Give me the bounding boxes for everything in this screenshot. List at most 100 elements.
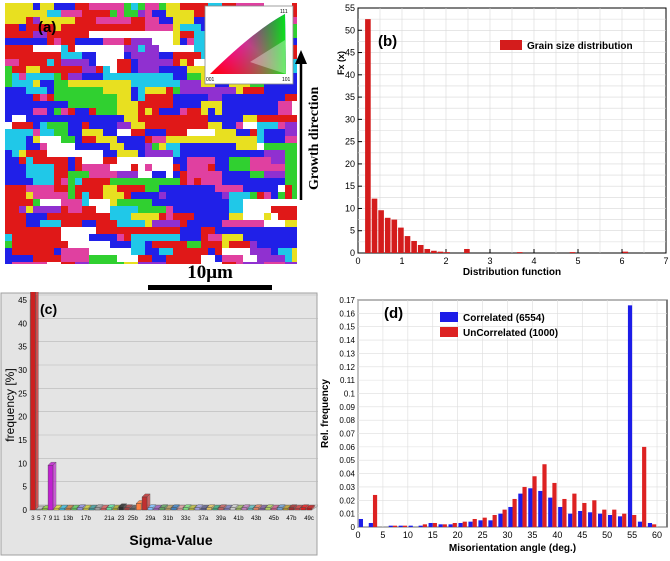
x-axis-title: Misorientation angle (deg.) xyxy=(449,543,576,554)
sigma-chart-panel: 0 5 10 15 20 25 30 35 40 45 3 5 7 9 11 13b 17b 21a 23 25b 29… xyxy=(0,287,320,556)
y-tick-label: 0.06 xyxy=(339,443,355,452)
ipf-color-key: 111 001 101 xyxy=(204,5,294,85)
x-tick-label: 37a xyxy=(198,516,209,522)
grain-size-bar xyxy=(622,251,629,253)
sigma-bar xyxy=(76,504,86,511)
uncorrelated-bar xyxy=(592,500,597,527)
uncorrelated-bar xyxy=(402,525,408,527)
sigma-bar xyxy=(306,504,316,511)
panel-label-d: (d) xyxy=(384,305,403,322)
ipf-left-label: 001 xyxy=(206,77,215,83)
legend-label: Correlated (6554) xyxy=(463,313,545,324)
y-tick-label: 0.05 xyxy=(339,456,355,465)
x-tick-label: 23 xyxy=(118,516,125,522)
legend-swatch xyxy=(440,327,458,337)
x-tick-label: 30 xyxy=(503,530,513,540)
y-tick-label: 40 xyxy=(18,319,27,328)
x-tick-label: 0 xyxy=(355,530,360,540)
correlated-bar xyxy=(538,490,543,527)
correlated-bar xyxy=(528,488,533,527)
grain-size-bar xyxy=(398,227,404,253)
grain-size-bar xyxy=(378,210,384,253)
grain-size-bar xyxy=(371,198,378,253)
x-tick-label: 3 xyxy=(31,516,35,522)
x-tick-label: 45 xyxy=(577,530,587,540)
uncorrelated-bar xyxy=(492,514,497,527)
panel-label-a: (a) xyxy=(38,19,56,36)
correlated-bar xyxy=(438,524,443,527)
x-tick-label: 47b xyxy=(286,516,297,522)
x-tick-label: 55 xyxy=(627,530,637,540)
legend-swatch xyxy=(440,312,458,322)
y-tick-label: 0.12 xyxy=(339,363,355,372)
uncorrelated-bar xyxy=(562,498,567,527)
ipf-top-label: 111 xyxy=(280,9,288,15)
correlated-bar xyxy=(498,513,503,527)
y-tick-label: 0.15 xyxy=(339,323,355,332)
y-tick-label: 20 xyxy=(18,413,27,422)
growth-direction-label: Growth direction xyxy=(307,86,322,190)
correlated-bar xyxy=(617,516,623,527)
grain-size-bar xyxy=(516,252,523,253)
sigma-bar xyxy=(47,461,57,511)
y-tick-label: 0.14 xyxy=(339,336,355,345)
y-tick-label: 0 xyxy=(350,248,355,258)
panel-label-c: (c) xyxy=(40,301,57,317)
correlated-bar xyxy=(418,525,423,527)
correlated-bar xyxy=(508,506,513,527)
grain-size-bar xyxy=(431,250,437,253)
y-tick-label: 45 xyxy=(18,296,27,305)
uncorrelated-bar xyxy=(452,522,457,527)
uncorrelated-bar xyxy=(522,486,527,527)
uncorrelated-bar xyxy=(532,476,537,527)
x-tick-label: 5 xyxy=(380,530,385,540)
y-tick-label: 0.11 xyxy=(340,376,356,385)
uncorrelated-bar xyxy=(372,494,378,527)
ebsd-map-figure: (a) 111 001 101 xyxy=(5,3,322,290)
correlated-bar xyxy=(588,512,593,527)
correlated-bar xyxy=(468,521,473,527)
y-tick-label: 0.16 xyxy=(339,309,355,318)
y-tick-label: 25 xyxy=(345,137,355,147)
correlated-bar xyxy=(627,305,633,527)
correlated-bar xyxy=(398,525,403,527)
uncorrelated-bar xyxy=(632,514,637,527)
correlated-bar xyxy=(408,525,413,527)
x-tick-label: 1 xyxy=(399,256,404,266)
correlated-bar xyxy=(478,520,483,527)
y-tick-label: 0.03 xyxy=(339,483,355,492)
y-tick-label: 35 xyxy=(345,92,355,102)
misorientation-chart-panel: 0 0.01 0.02 0.03 0.04 0.05 0.06 0.07 0.08 0.09 0.1… xyxy=(318,290,670,556)
y-axis-title: Fx (x) xyxy=(336,51,346,75)
y-tick-label: 0.08 xyxy=(339,416,355,425)
y-tick-label: 0.01 xyxy=(339,510,355,519)
y-tick-label: 10 xyxy=(18,459,27,468)
y-tick-label: 30 xyxy=(18,366,27,375)
uncorrelated-bar xyxy=(462,521,467,527)
correlated-bar xyxy=(448,524,453,527)
uncorrelated-bar xyxy=(542,464,547,527)
correlated-bar xyxy=(578,510,583,527)
correlated-bar xyxy=(647,522,653,527)
x-tick-label: 7 xyxy=(43,516,47,522)
scale-bar: 10μm xyxy=(148,262,272,290)
uncorrelated-bar xyxy=(432,522,437,527)
x-tick-label: 49c xyxy=(304,516,314,522)
uncorrelated-bar xyxy=(582,502,587,527)
uncorrelated-bar xyxy=(422,524,427,527)
grain-size-bar xyxy=(391,219,398,253)
y-tick-label: 35 xyxy=(18,343,27,352)
x-tick-label: 15 xyxy=(428,530,438,540)
y-tick-label: 0 xyxy=(351,523,356,532)
x-tick-label: 20 xyxy=(453,530,463,540)
y-tick-label: 30 xyxy=(345,114,355,124)
x-tick-label: 5 xyxy=(575,256,580,266)
y-tick-label: 0.17 xyxy=(339,296,355,305)
correlated-bar xyxy=(358,518,363,527)
x-tick-label: 35 xyxy=(527,530,537,540)
x-tick-label: 33c xyxy=(181,516,191,522)
y-tick-label: 5 xyxy=(350,226,355,236)
y-tick-label: 10 xyxy=(345,203,355,213)
y-tick-label: 0 xyxy=(23,506,28,515)
